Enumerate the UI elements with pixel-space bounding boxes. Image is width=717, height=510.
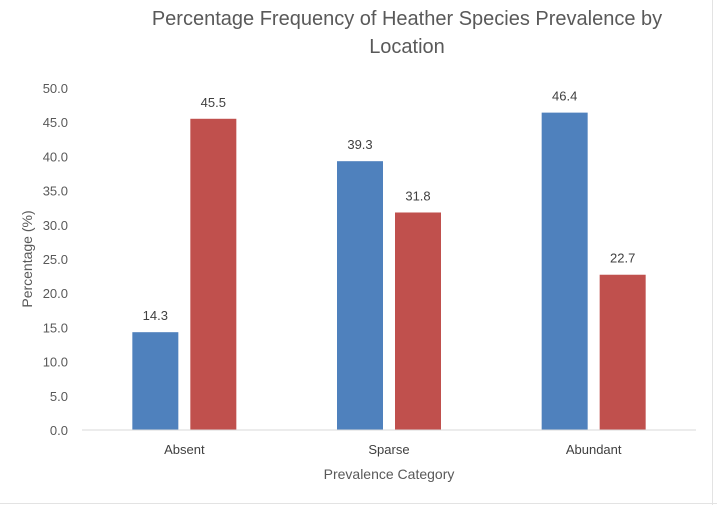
bar-abundant-1	[541, 112, 588, 431]
window-edge-right	[712, 0, 717, 505]
x-tick-label: Absent	[164, 442, 205, 457]
x-tick-label: Sparse	[368, 442, 409, 457]
y-tick-label: 15.0	[43, 320, 68, 335]
y-tick-label: 20.0	[43, 286, 68, 301]
data-label: 31.8	[405, 188, 430, 203]
bar-absent-1	[132, 332, 179, 430]
y-tick-label: 40.0	[43, 149, 68, 164]
y-axis-label: Percentage (%)	[19, 210, 35, 307]
data-label: 46.4	[552, 89, 577, 104]
y-axis-ticks: 0.0 5.0 10.0 15.0 20.0 25.0 30.0 35.0 40.0 45.0 50…	[43, 81, 68, 438]
y-tick-label: 10.0	[43, 355, 68, 370]
data-label: 22.7	[610, 251, 635, 266]
x-axis-ticks: Absent Sparse Abundant	[164, 442, 622, 457]
chart-title-line-2: Location	[369, 36, 445, 58]
bar-abundant-2	[599, 274, 646, 430]
data-labels: 14.3 45.5 39.3 31.8 46.4 22.7	[143, 89, 636, 324]
y-tick-label: 30.0	[43, 218, 68, 233]
data-label: 45.5	[201, 95, 226, 110]
chart-title-line-1: Percentage Frequency of Heather Species …	[152, 8, 662, 30]
y-tick-label: 25.0	[43, 252, 68, 267]
data-label: 14.3	[143, 308, 168, 323]
bars	[132, 112, 646, 431]
data-label: 39.3	[347, 137, 372, 152]
bar-sparse-1	[337, 161, 383, 431]
window-edge-bottom	[0, 503, 717, 504]
y-tick-label: 5.0	[50, 389, 68, 404]
bar-absent-2	[190, 118, 237, 430]
bar-sparse-2	[395, 212, 441, 430]
y-tick-label: 50.0	[43, 81, 68, 96]
y-tick-label: 0.0	[50, 423, 68, 438]
x-tick-label: Abundant	[566, 442, 622, 457]
y-tick-label: 45.0	[43, 115, 68, 130]
y-tick-label: 35.0	[43, 184, 68, 199]
x-axis-label: Prevalence Category	[324, 466, 455, 482]
